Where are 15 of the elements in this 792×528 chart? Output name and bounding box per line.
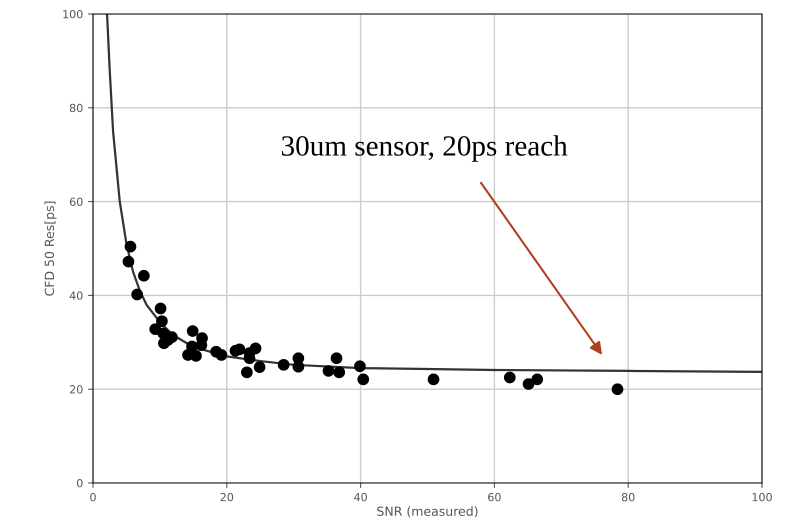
y-tick-label: 80 [70, 104, 83, 112]
x-tick-label: 60 [488, 492, 501, 502]
y-tick-label: 60 [70, 198, 83, 206]
annotation: 30um sensor, 20ps reach [282, 135, 568, 162]
y-axis-title: CFD 50 Res[ps] [44, 202, 57, 296]
x-tick-label: 80 [622, 492, 635, 502]
x-axis-title: SNR (measured) [377, 506, 478, 518]
x-tick-label: 20 [220, 492, 234, 502]
y-tick-label: 20 [70, 385, 83, 394]
y-tick-label: 40 [70, 291, 83, 300]
x-tick-label: 100 [752, 492, 772, 502]
y-tick-label: 100 [63, 10, 83, 18]
y-tick-label: 0 [76, 478, 83, 488]
x-tick-label: 0 [90, 492, 96, 502]
x-tick-label: 40 [354, 492, 367, 502]
